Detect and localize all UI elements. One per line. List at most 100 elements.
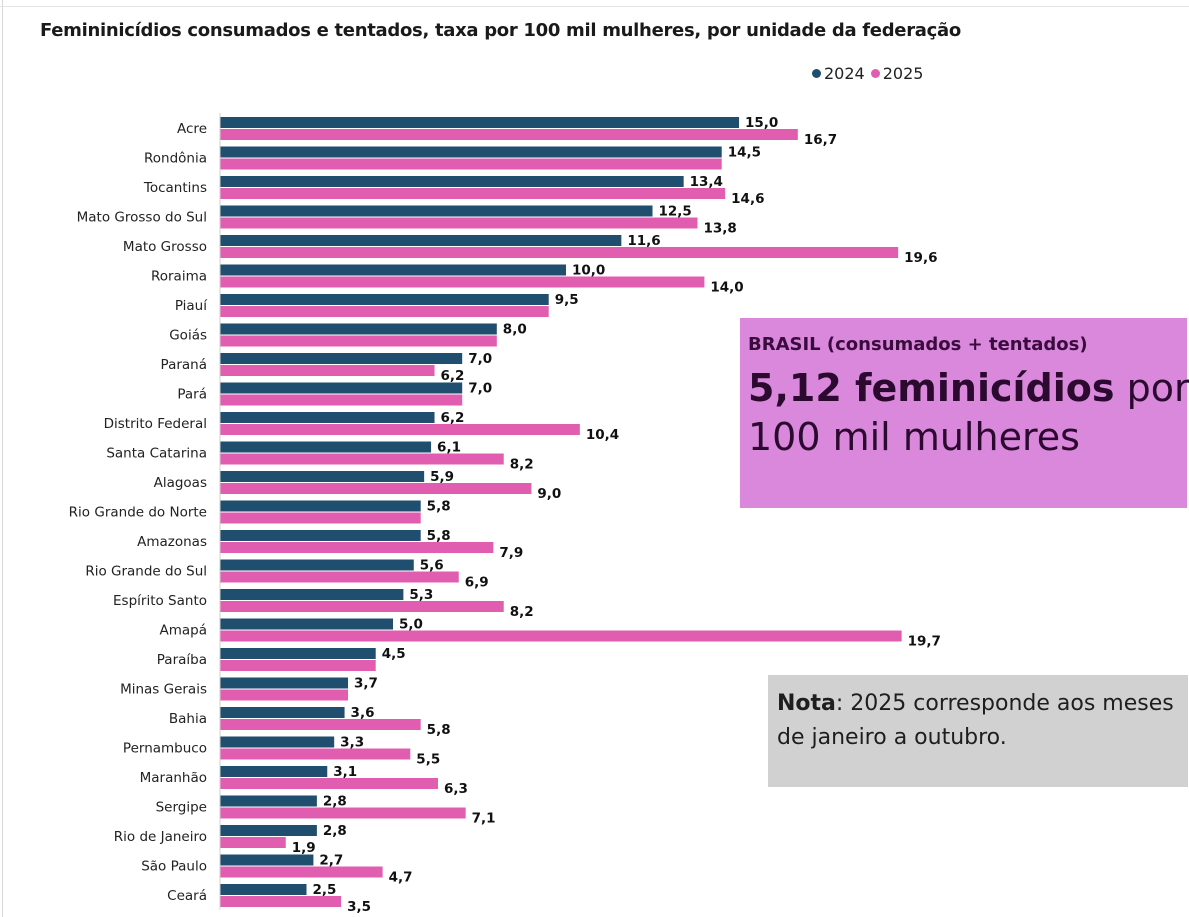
bar-2025 — [220, 719, 421, 730]
data-label-2025: 4,7 — [389, 870, 413, 886]
category-label: Paraíba — [157, 652, 207, 668]
note-label: Nota — [777, 691, 836, 716]
data-label-2024: 3,7 — [354, 676, 378, 692]
data-label-2025: 10,4 — [586, 427, 619, 443]
category-label: Amapá — [159, 623, 207, 639]
data-label-2025: 3,5 — [347, 899, 371, 915]
data-label-2025: 1,9 — [292, 840, 316, 856]
data-label-2024: 14,5 — [728, 145, 761, 161]
data-label-2024: 2,8 — [323, 823, 347, 839]
data-label-2025: 8,2 — [510, 457, 534, 473]
category-label: Rio Grande do Norte — [69, 505, 207, 521]
brasil-value-bold: 5,12 feminicídios — [748, 366, 1115, 410]
legend-swatch-2024 — [812, 69, 821, 78]
bar-2025 — [220, 748, 411, 760]
bar-2025 — [220, 365, 435, 376]
category-label: Maranhão — [140, 770, 207, 786]
data-label-2025: 13,8 — [703, 221, 736, 237]
bar-2024 — [220, 264, 566, 276]
bar-2024 — [220, 500, 421, 512]
bar-2024 — [220, 530, 421, 541]
data-label-2024: 4,5 — [382, 646, 406, 662]
bar-2025 — [220, 807, 466, 819]
brasil-value-line2: 100 mil mulheres — [748, 415, 1080, 459]
data-label-2025: 16,7 — [804, 132, 837, 148]
bar-2025 — [220, 512, 421, 524]
category-label: Pernambuco — [123, 741, 207, 757]
data-label-2024: 5,6 — [420, 558, 444, 574]
category-label: Rondônia — [144, 151, 207, 167]
bar-2025 — [220, 247, 899, 258]
data-label-2024: 2,5 — [313, 882, 337, 898]
category-label: Bahia — [169, 711, 207, 727]
category-label: Mato Grosso do Sul — [77, 210, 207, 226]
chart-legend: 2024 2025 — [812, 64, 923, 83]
data-label-2024: 5,8 — [427, 499, 451, 515]
legend-label-2024: 2024 — [824, 64, 865, 83]
bar-2024 — [220, 854, 314, 866]
bar-2024 — [220, 412, 435, 423]
data-label-2024: 9,5 — [555, 292, 579, 308]
category-label: Pará — [177, 387, 207, 403]
category-label: Espírito Santo — [113, 593, 207, 609]
bar-2025 — [220, 571, 459, 583]
data-label-2024: 13,4 — [690, 174, 723, 190]
category-label: Distrito Federal — [104, 416, 207, 432]
bar-2025 — [220, 778, 438, 789]
bar-2024 — [220, 382, 463, 394]
data-label-2024: 7,0 — [468, 351, 492, 367]
bar-2025 — [220, 630, 902, 642]
data-label-2025: 8,2 — [510, 604, 534, 620]
bar-2024 — [220, 235, 622, 246]
bar-2024 — [220, 884, 307, 895]
note-text: : 2025 corresponde aos meses de janeiro … — [777, 691, 1174, 750]
bar-2024 — [220, 353, 463, 364]
data-label-2025: 7,9 — [499, 545, 523, 561]
bar-2024 — [220, 589, 404, 600]
data-label-2024: 6,2 — [441, 410, 465, 426]
data-label-2025: 7,1 — [472, 811, 496, 827]
category-label: Piauí — [175, 298, 208, 314]
category-label: Tocantins — [143, 180, 207, 196]
data-label-2024: 2,7 — [319, 853, 343, 869]
bar-2025 — [220, 335, 497, 347]
note-box: Nota: 2025 corresponde aos meses de jane… — [768, 675, 1188, 787]
category-label: Mato Grosso — [123, 239, 207, 255]
bar-2025 — [220, 188, 726, 199]
data-label-2024: 3,6 — [351, 705, 375, 721]
bar-2025 — [220, 217, 698, 229]
frame-border-left — [2, 0, 3, 917]
bar-2025 — [220, 896, 342, 907]
category-label: Rio de Janeiro — [114, 829, 207, 845]
bar-2025 — [220, 453, 504, 465]
bar-2024 — [220, 471, 425, 482]
bar-2024 — [220, 736, 335, 748]
bar-2024 — [220, 117, 739, 128]
category-label: Paraná — [161, 357, 207, 373]
data-label-2024: 7,0 — [468, 381, 492, 397]
chart-title: Femininicídios consumados e tentados, ta… — [40, 20, 961, 41]
frame-border-top — [0, 6, 1189, 7]
bar-2025 — [220, 689, 349, 701]
bar-2024 — [220, 146, 722, 158]
bar-2025 — [220, 306, 549, 317]
bar-2025 — [220, 866, 383, 878]
category-label: Ceará — [167, 888, 207, 904]
bar-2025 — [220, 660, 376, 671]
bar-2025 — [220, 483, 532, 494]
legend-label-2025: 2025 — [882, 64, 924, 83]
bar-2025 — [220, 129, 798, 140]
bar-2025 — [220, 542, 494, 553]
bar-2025 — [220, 424, 580, 435]
data-label-2025: 5,5 — [416, 752, 440, 768]
category-label: Sergipe — [156, 800, 207, 816]
bar-2024 — [220, 766, 328, 777]
bar-2025 — [220, 158, 722, 170]
data-label-2024: 11,6 — [627, 233, 660, 249]
category-label: Rio Grande do Sul — [85, 564, 207, 580]
bar-2024 — [220, 294, 549, 305]
data-label-2024: 6,1 — [437, 440, 461, 456]
data-label-2025: 14,0 — [710, 280, 743, 296]
bar-2024 — [220, 648, 376, 659]
bar-2024 — [220, 441, 432, 453]
